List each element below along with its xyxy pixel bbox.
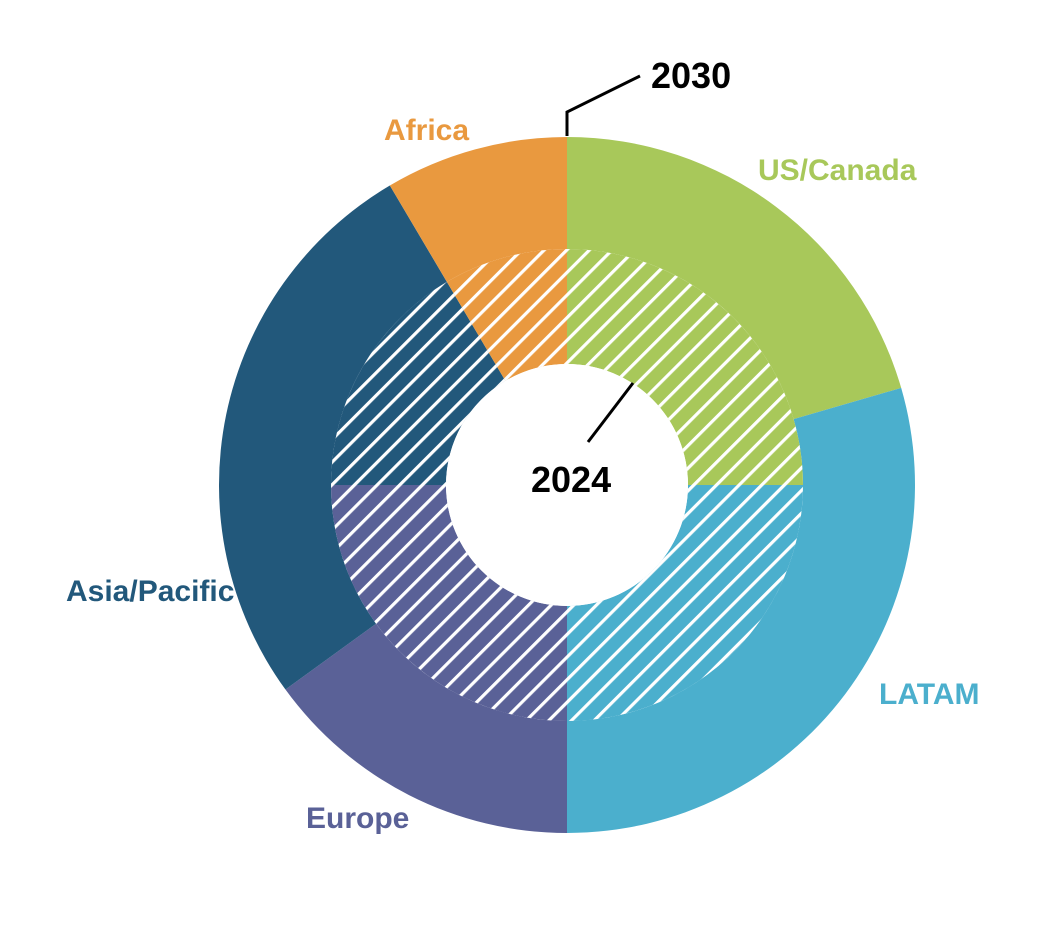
inner-ring-2024 (331, 249, 803, 721)
label-us-canada: US/Canada (758, 154, 917, 187)
series-label-2030: 2030 (651, 55, 731, 96)
label-asia-pacific: Asia/Pacific (66, 575, 234, 608)
slice-2030-asia-pacific (219, 185, 447, 690)
slice-hatch-2024-latam (567, 485, 803, 721)
slice-2030-us-canada (567, 137, 902, 420)
slice-hatch-2024-europe (331, 485, 567, 721)
slice-2030-europe (285, 623, 567, 833)
leader-line-2030 (565, 74, 641, 136)
leader-line-2024 (586, 382, 635, 443)
slice-hatch-2024-us-canada (567, 249, 803, 485)
series-label-2024: 2024 (531, 459, 611, 500)
slice-2030-africa (389, 137, 567, 282)
label-africa: Africa (384, 114, 469, 147)
slice-hatch-2024-asia-pacific (331, 281, 506, 485)
slice-hatch-2024-africa (446, 249, 567, 381)
label-latam: LATAM (879, 678, 980, 711)
slice-2030-latam (567, 387, 915, 833)
donut-hole (446, 364, 688, 606)
label-europe: Europe (306, 802, 409, 835)
outer-ring-2030 (219, 137, 915, 833)
